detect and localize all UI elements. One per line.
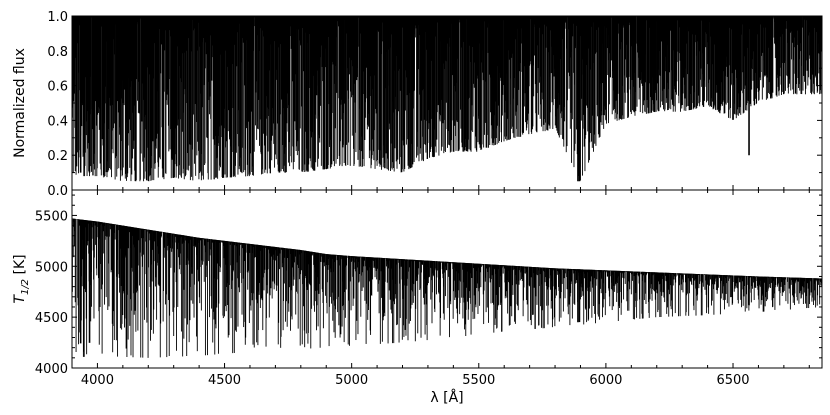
temperature-panel: 4000 4500 5000 5500 4000 4500 5000 5500 6000 650…	[12, 189, 823, 406]
wavelength-x-axis-label: λ [Å]	[430, 389, 463, 406]
flux-y-tick-label: 0.0	[47, 184, 68, 199]
wavelength-x-tick-label: 4500	[208, 373, 241, 388]
wavelength-x-tick-label: 5000	[335, 373, 368, 388]
flux-y-tick-labels: 0.0 0.2 0.4 0.6 0.8 1.0	[47, 10, 68, 199]
flux-y-tick-label: 1.0	[47, 10, 68, 25]
temperature-y-axis-label-unit: [K]	[12, 254, 28, 279]
temperature-y-tick-label: 4500	[35, 311, 68, 326]
temperature-y-axis-label: T1/2 [K]	[12, 254, 31, 303]
flux-y-tick-label: 0.6	[47, 80, 68, 95]
flux-panel: 0.0 0.2 0.4 0.6 0.8 1.0 Normalized flux	[12, 10, 823, 199]
flux-spectrum-lines	[71, 16, 823, 182]
wavelength-x-tick-label: 4000	[81, 373, 114, 388]
temperature-y-tick-label: 5500	[35, 209, 68, 224]
flux-y-tick-label: 0.2	[47, 149, 68, 164]
wavelength-x-tick-label: 6500	[716, 373, 749, 388]
wavelength-x-tick-label: 6000	[589, 373, 622, 388]
flux-y-tick-label: 0.4	[47, 114, 68, 129]
temperature-panel-frame	[71, 189, 823, 369]
wavelength-x-tick-label: 5500	[462, 373, 495, 388]
temperature-y-axis-label-main: T	[12, 294, 28, 304]
temperature-y-tick-labels: 4000 4500 5000 5500	[35, 209, 68, 377]
flux-y-tick-label: 0.8	[47, 45, 68, 60]
temperature-spectrum-lines	[71, 218, 823, 358]
temperature-y-tick-label: 4000	[35, 362, 68, 377]
temperature-y-axis-label-sub: 1/2	[20, 279, 31, 295]
flux-y-axis-label: Normalized flux	[12, 48, 28, 158]
temperature-y-tick-label: 5000	[35, 260, 68, 275]
wavelength-x-tick-labels: 4000 4500 5000 5500 6000 6500	[81, 373, 750, 388]
